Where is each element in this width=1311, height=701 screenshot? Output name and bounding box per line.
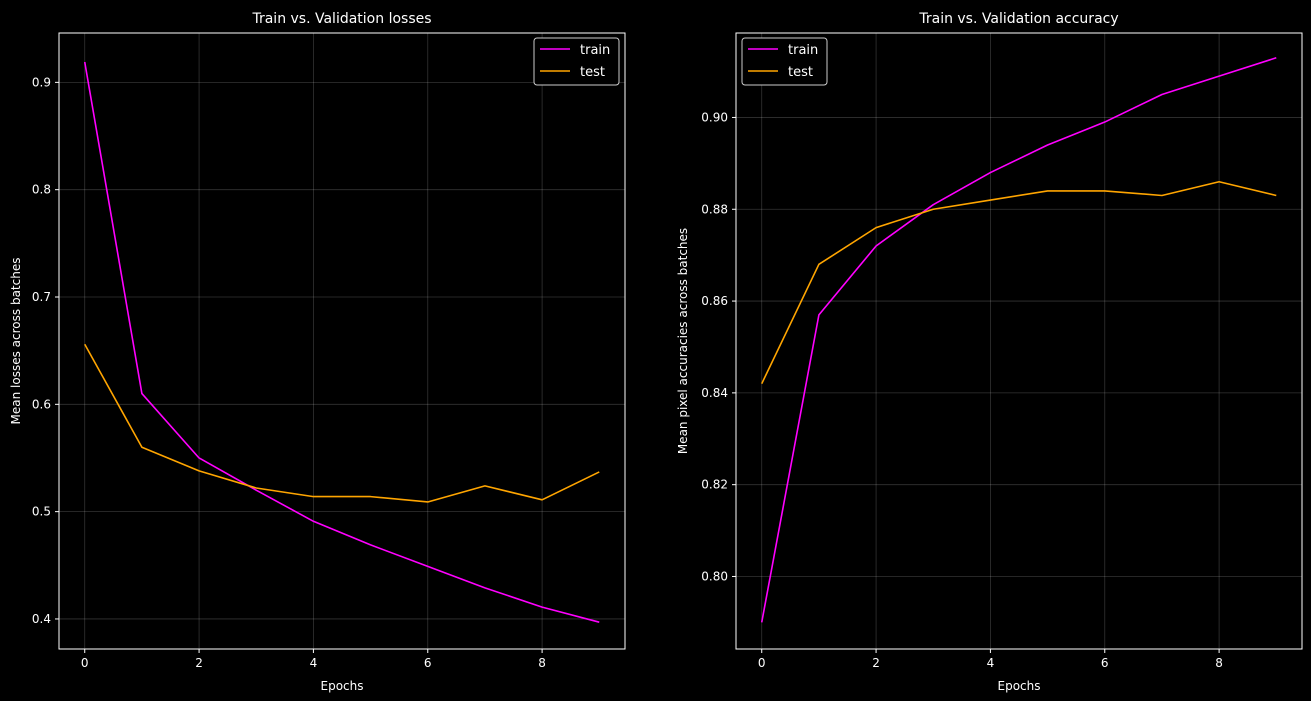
accuracy-x-tick-label: 2 (872, 656, 880, 670)
losses-series-test-line (84, 343, 600, 503)
losses-x-tick-label: 6 (424, 656, 432, 670)
losses-x-axis-label: Epochs (321, 679, 364, 693)
accuracy-y-axis-label: Mean pixel accuracies across batches (676, 228, 690, 454)
losses-y-axis-label: Mean losses across batches (9, 258, 23, 425)
losses-x-tick-label: 0 (81, 656, 89, 670)
losses-y-tick-label: 0.9 (32, 75, 51, 89)
accuracy-y-tick-label: 0.88 (701, 202, 728, 216)
losses-series-train-line (83, 61, 600, 623)
accuracy-x-tick-label: 4 (987, 656, 995, 670)
accuracy-legend-test-label: test (788, 65, 813, 80)
losses-x-tick-label: 2 (195, 656, 203, 670)
losses-y-tick-label: 0.7 (32, 290, 51, 304)
accuracy-y-tick-label: 0.80 (701, 569, 728, 583)
accuracy-x-tick-label: 8 (1215, 656, 1223, 670)
accuracy-legend: train test (741, 37, 828, 86)
accuracy-y-tick-label: 0.82 (701, 478, 728, 492)
accuracy-y-tick-label: 0.90 (701, 110, 728, 124)
accuracy-series-test-line (761, 180, 1277, 385)
losses-legend-test-label: test (580, 65, 605, 80)
accuracy-series-train-line (760, 57, 1277, 623)
accuracy-chart: 0 2 4 6 8 0.80 0.82 0.84 0.86 0.88 0.90 Train vs. … (676, 11, 1303, 693)
losses-y-tick-label: 0.8 (32, 183, 51, 197)
losses-y-tick-label: 0.6 (32, 397, 51, 411)
accuracy-chart-title: Train vs. Validation accuracy (918, 11, 1118, 27)
losses-y-tick-label: 0.4 (32, 612, 51, 626)
losses-axes-frame (58, 32, 626, 650)
accuracy-legend-train-label: train (788, 43, 818, 58)
losses-y-tick-label: 0.5 (32, 505, 51, 519)
accuracy-y-tick-label: 0.84 (701, 386, 728, 400)
losses-x-tick-label: 4 (310, 656, 318, 670)
accuracy-x-tick-label: 6 (1101, 656, 1109, 670)
accuracy-x-axis-label: Epochs (998, 679, 1041, 693)
accuracy-x-tick-label: 0 (758, 656, 766, 670)
losses-chart-title: Train vs. Validation losses (251, 11, 431, 27)
losses-legend-train-label: train (580, 43, 610, 58)
accuracy-axes-frame (735, 32, 1303, 650)
losses-chart: 0 2 4 6 8 0.4 0.5 0.6 0.7 0.8 0.9 Train vs. Valida… (9, 11, 626, 693)
losses-legend: train test (533, 37, 620, 86)
accuracy-y-tick-label: 0.86 (701, 294, 728, 308)
losses-x-tick-label: 8 (538, 656, 546, 670)
